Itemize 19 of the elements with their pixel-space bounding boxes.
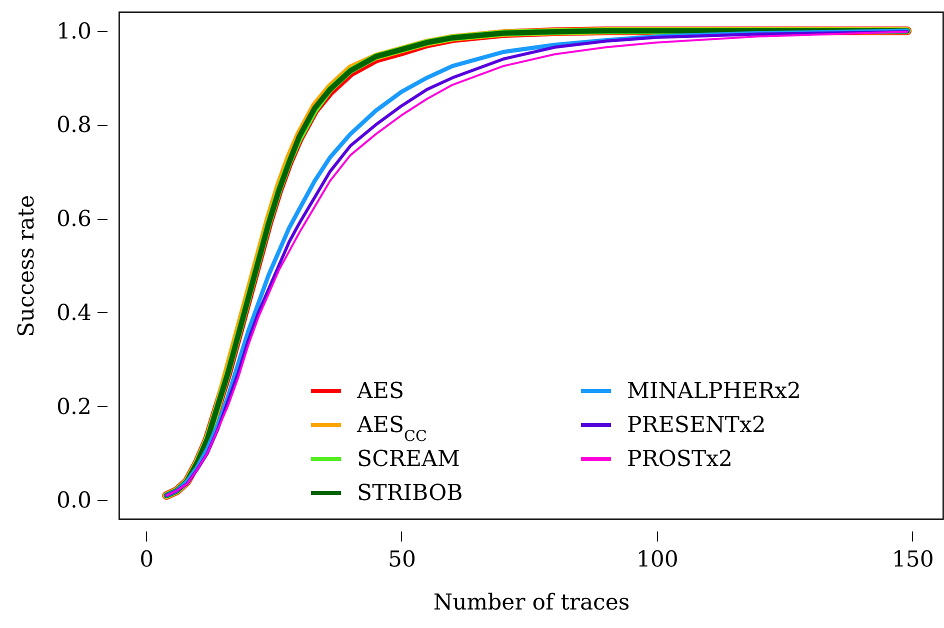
- y-axis-title: Success rate: [14, 195, 40, 337]
- legend-label: STRIBOB: [357, 481, 463, 506]
- legend-label: SCREAM: [357, 447, 460, 472]
- y-tick-label: 0.6: [56, 207, 92, 232]
- legend-label: PROSTx2: [627, 447, 733, 472]
- y-tick-label: 1.0: [56, 19, 92, 44]
- x-tick-label: 150: [892, 548, 934, 572]
- y-tick-label: 0.4: [56, 300, 92, 326]
- x-tick-label: 50: [388, 548, 416, 572]
- x-tick-label: 100: [636, 548, 678, 572]
- legend-label: PRESENTx2: [627, 413, 766, 438]
- y-tick-label: 0.0: [56, 488, 92, 514]
- y-tick-label: 0.8: [56, 113, 92, 138]
- legend-label: AES$_{CC}$: [356, 413, 427, 445]
- x-tick-label: 0: [140, 548, 154, 572]
- x-axis-title: Number of traces: [433, 590, 630, 616]
- legend-label: MINALPHERx2: [627, 379, 801, 404]
- legend-label: AES: [356, 379, 404, 404]
- y-tick-label: 0.2: [56, 394, 92, 420]
